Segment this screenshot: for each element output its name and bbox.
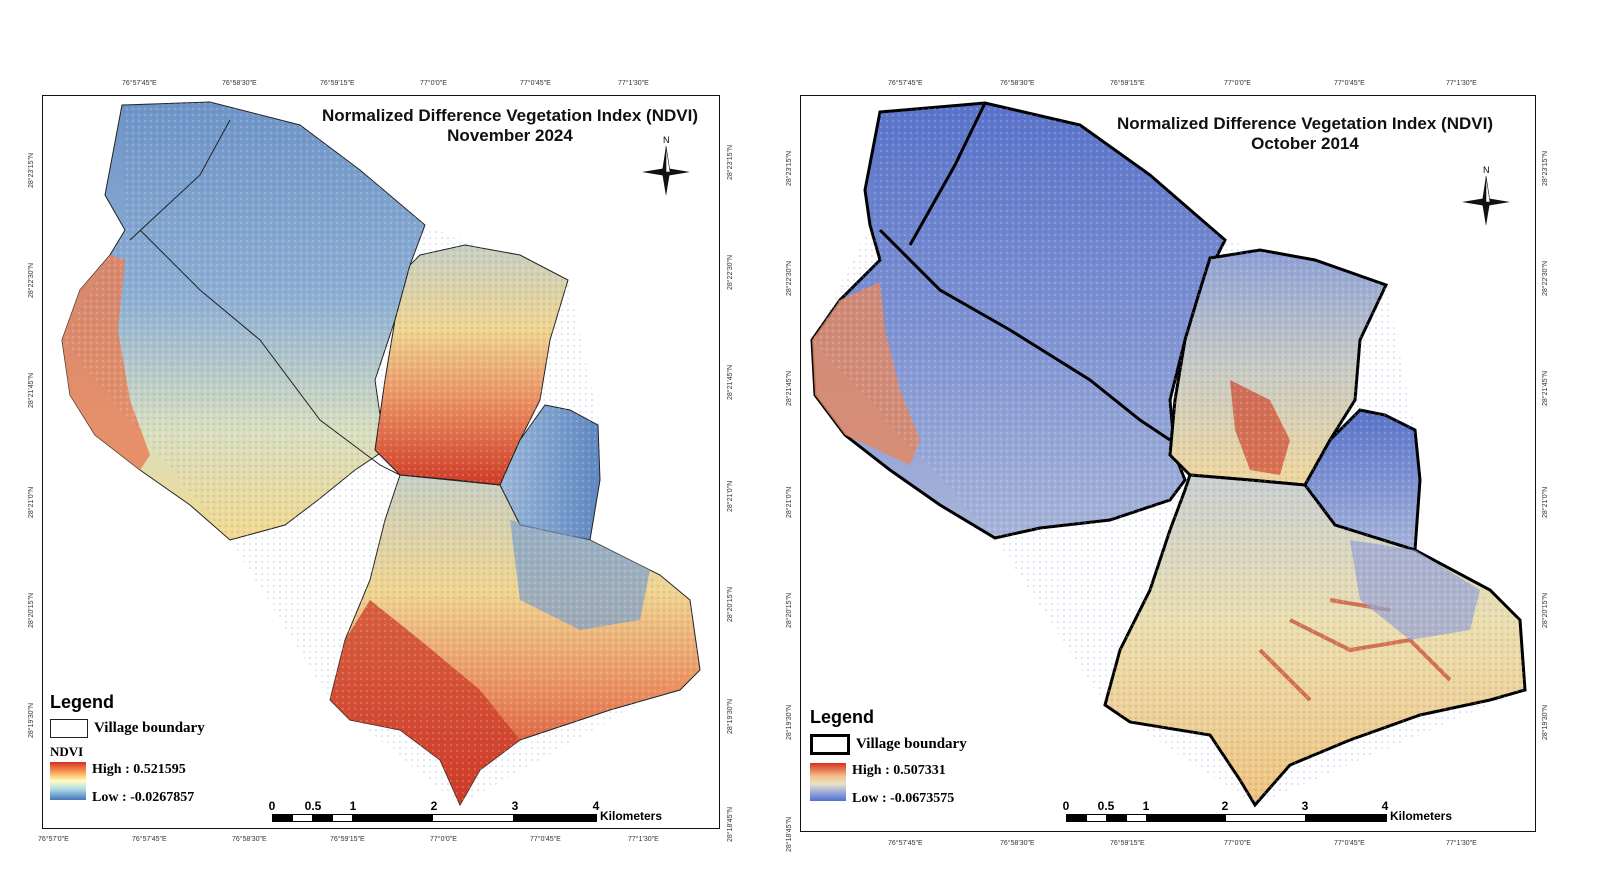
legend-village-boundary: Village boundary <box>50 719 205 738</box>
scale-segment <box>272 814 294 822</box>
left-top-tick: 76°57'45"E <box>122 80 157 87</box>
right-top-tick: 77°1'30"E <box>1446 80 1477 87</box>
left-title-line1: Normalized Difference Vegetation Index (… <box>322 106 698 125</box>
left-top-tick: 76°58'30"E <box>222 80 257 87</box>
scale-label: 3 <box>511 799 519 813</box>
left-title-line2: November 2024 <box>447 126 573 145</box>
right-north-arrow: N <box>1460 164 1516 226</box>
legend-village-boundary: Village boundary <box>810 734 967 755</box>
scale-segment <box>1305 814 1387 822</box>
north-label: N <box>663 135 670 145</box>
scale-units: Kilometers <box>1390 809 1453 823</box>
right-map-title: Normalized Difference Vegetation Index (… <box>1090 114 1520 154</box>
scale-label: 3 <box>1301 799 1309 813</box>
scale-label: 0.5 <box>1097 799 1115 813</box>
right-legend: Legend Village boundary High : 0.507331 … <box>810 707 967 807</box>
right-title-line1: Normalized Difference Vegetation Index (… <box>1117 114 1493 133</box>
scale-label: 1 <box>1142 799 1150 813</box>
left-bottom-tick: 76°57'45"E <box>132 836 167 843</box>
north-label: N <box>1483 165 1490 175</box>
right-bottom-tick: 77°1'30"E <box>1446 840 1477 847</box>
right-ndvi-raster <box>810 101 1527 808</box>
scale-label: 0.5 <box>304 799 322 813</box>
left-ndvi-raster <box>61 101 701 807</box>
scale-segment <box>352 814 434 822</box>
left-bottom-tick: 77°0'0"E <box>430 836 457 843</box>
right-bottom-tick: 76°58'30"E <box>1000 840 1035 847</box>
scale-segment <box>513 814 597 822</box>
scale-segment <box>332 814 354 822</box>
village-boundary-label: Village boundary <box>856 736 967 752</box>
village-boundary-label: Village boundary <box>94 720 205 736</box>
left-top-tick: 76°59'15"E <box>320 80 355 87</box>
scale-segment <box>1225 814 1307 822</box>
scale-label: 4 <box>592 799 600 813</box>
left-bottom-tick: 77°1'30"E <box>628 836 659 843</box>
scale-label: 0 <box>1062 799 1070 813</box>
compass-icon: N <box>642 135 690 196</box>
ndvi-high-label: High : 0.521595 <box>92 762 186 777</box>
left-top-tick: 77°1'30"E <box>618 80 649 87</box>
left-top-tick: 77°0'45"E <box>520 80 551 87</box>
scale-segment <box>1126 814 1148 822</box>
right-top-tick: 77°0'0"E <box>1224 80 1251 87</box>
village-boundary-swatch <box>810 734 850 755</box>
ndvi-label: NDVI <box>50 744 84 759</box>
scale-label: 2 <box>1221 799 1229 813</box>
right-bottom-tick: 76°57'45"E <box>888 840 923 847</box>
scale-units: Kilometers <box>600 809 663 823</box>
left-bottom-tick: 76°59'15"E <box>330 836 365 843</box>
left-bottom-tick: 77°0'45"E <box>530 836 561 843</box>
right-bottom-tick: 76°59'15"E <box>1110 840 1145 847</box>
legend-title: Legend <box>50 692 115 712</box>
ndvi-low-label: Low : -0.0673575 <box>852 791 955 806</box>
right-top-tick: 76°57'45"E <box>888 80 923 87</box>
right-title-line2: October 2014 <box>1251 134 1359 153</box>
left-internal-boundary <box>129 119 501 486</box>
scale-segment <box>312 814 334 822</box>
right-top-tick: 77°0'45"E <box>1334 80 1365 87</box>
legend-title: Legend <box>810 707 875 727</box>
left-bottom-tick: 76°57'0"E <box>38 836 69 843</box>
village-boundary-swatch <box>50 719 88 738</box>
scale-segment <box>432 814 515 822</box>
left-map-panel: 76°57'45"E 76°58'30"E 76°59'15"E 77°0'0"… <box>0 0 790 894</box>
ndvi-low-label: Low : -0.0267857 <box>92 790 195 805</box>
ndvi-high-label: High : 0.507331 <box>852 763 946 778</box>
compass-icon: N <box>1462 165 1510 226</box>
ndvi-color-ramp <box>50 762 86 800</box>
right-bottom-tick: 77°0'45"E <box>1334 840 1365 847</box>
left-legend: Legend Village boundary NDVI High : 0.52… <box>50 692 205 806</box>
scale-segment <box>1066 814 1088 822</box>
scale-segment <box>292 814 314 822</box>
right-top-tick: 76°59'15"E <box>1110 80 1145 87</box>
scale-label: 2 <box>430 799 438 813</box>
right-map-panel: 76°57'45"E 76°58'30"E 76°59'15"E 77°0'0"… <box>786 0 1600 894</box>
right-bottom-tick: 77°0'0"E <box>1224 840 1251 847</box>
left-map-title: Normalized Difference Vegetation Index (… <box>300 106 720 146</box>
scale-label: 4 <box>1381 799 1389 813</box>
scale-label: 0 <box>268 799 276 813</box>
left-north-arrow: N <box>640 134 696 196</box>
scale-segment <box>1106 814 1128 822</box>
left-top-tick: 77°0'0"E <box>420 80 447 87</box>
scale-segment <box>1146 814 1227 822</box>
right-scalebar: 0 0.5 1 2 3 4 Kilometers <box>1062 799 1486 829</box>
right-top-tick: 76°58'30"E <box>1000 80 1035 87</box>
left-scalebar: 0 0.5 1 2 3 4 Kilometers <box>268 799 672 829</box>
scale-label: 1 <box>349 799 357 813</box>
right-internal-boundary <box>878 102 1171 442</box>
scale-segment <box>1086 814 1108 822</box>
left-bottom-tick: 76°58'30"E <box>232 836 267 843</box>
ndvi-color-ramp <box>810 763 846 801</box>
